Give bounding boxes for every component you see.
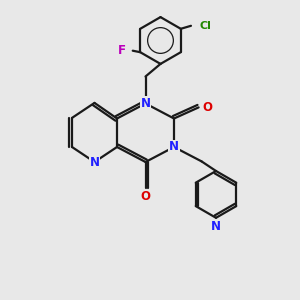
- Text: N: N: [169, 140, 179, 154]
- Text: N: N: [140, 97, 151, 110]
- Text: F: F: [118, 44, 126, 57]
- Text: O: O: [202, 101, 212, 114]
- Text: N: N: [211, 220, 221, 233]
- Text: Cl: Cl: [200, 21, 211, 31]
- Text: N: N: [89, 155, 100, 169]
- Text: O: O: [140, 190, 151, 203]
